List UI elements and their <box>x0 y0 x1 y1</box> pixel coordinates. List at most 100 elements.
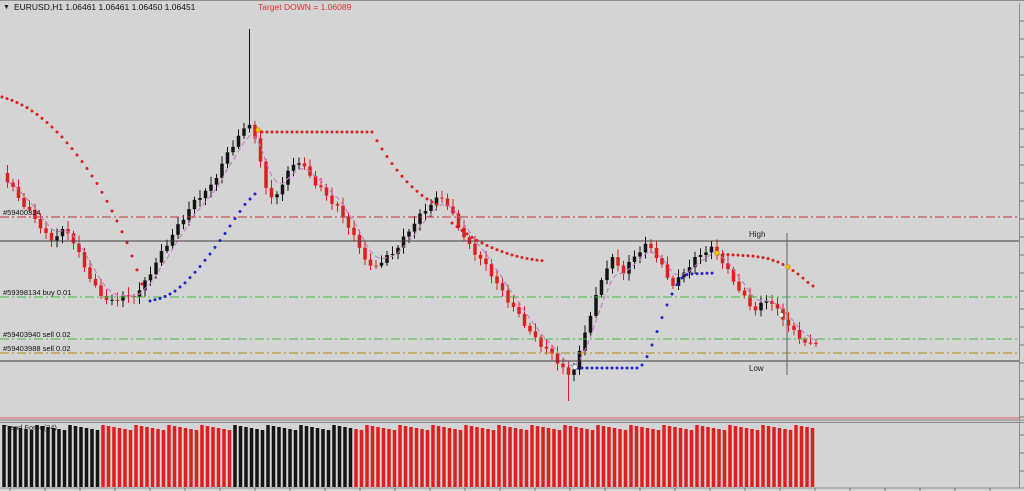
candle <box>731 269 736 282</box>
sar-dot <box>430 200 434 204</box>
histogram-bar <box>464 425 468 487</box>
histogram-bar <box>227 430 232 487</box>
candle <box>38 218 43 229</box>
histogram-bar <box>134 425 138 487</box>
histogram-bar <box>106 426 111 487</box>
candle <box>412 223 417 232</box>
histogram-bar <box>651 429 655 487</box>
candle <box>511 302 516 308</box>
histogram-bar <box>343 427 347 487</box>
signal-dot <box>714 250 720 256</box>
order-line-label-0[interactable]: #59400324 <box>3 208 41 217</box>
sar-dot <box>705 271 709 275</box>
histogram-bar <box>233 425 237 487</box>
candle <box>77 243 81 253</box>
candle <box>242 128 246 136</box>
candle <box>775 303 780 309</box>
histogram-bar <box>728 425 732 487</box>
candle <box>66 229 70 234</box>
histogram-bar <box>35 425 39 487</box>
sar-dot <box>265 130 269 134</box>
histogram-bar <box>189 429 193 487</box>
ma-line <box>7 135 817 367</box>
candle <box>506 290 510 303</box>
sar-dot <box>650 343 654 347</box>
sar-dot <box>148 299 152 303</box>
candle <box>616 257 620 266</box>
candle <box>170 234 175 246</box>
sar-dot <box>135 268 139 272</box>
candle <box>418 213 422 224</box>
histogram-bar <box>695 425 699 487</box>
candle <box>253 124 257 139</box>
sar-dot <box>130 254 134 258</box>
sar-dot <box>450 221 454 225</box>
histogram-bar <box>288 429 292 487</box>
candle <box>220 163 224 178</box>
sar-dot <box>811 284 815 288</box>
candle <box>638 252 642 257</box>
candle <box>643 243 648 253</box>
sar-dot <box>415 189 419 193</box>
histogram-bar <box>222 429 226 487</box>
sar-dot <box>530 257 534 261</box>
candle <box>346 216 351 228</box>
candle <box>522 313 527 326</box>
histogram-bar <box>24 429 28 487</box>
histogram-bar <box>403 426 408 487</box>
sar-dot <box>35 112 39 116</box>
sar-dot <box>710 271 714 275</box>
sar-dot <box>465 232 469 236</box>
order-line-label-3[interactable]: #59403988 sell 0.02 <box>3 344 71 353</box>
sar-dot <box>675 283 679 287</box>
candle <box>198 198 202 200</box>
histogram-bar <box>255 429 259 487</box>
sar-dot <box>173 289 177 293</box>
candle <box>49 232 54 241</box>
sar-dot <box>380 147 384 151</box>
histogram-bar <box>359 430 364 487</box>
sar-dot <box>721 252 725 256</box>
sar-dot <box>15 101 19 104</box>
sar-dot <box>80 160 84 164</box>
sar-dot <box>385 155 389 158</box>
histogram-bar <box>799 426 804 487</box>
sar-dot <box>238 210 242 213</box>
symbol-dropdown-icon[interactable]: ▼ <box>3 4 10 11</box>
sar-dot <box>355 130 359 134</box>
histogram-bar <box>337 426 342 487</box>
histogram-bar <box>244 427 248 487</box>
candle <box>247 124 252 129</box>
histogram-bar <box>172 426 177 487</box>
histogram-bar <box>788 430 793 487</box>
histogram-bar <box>354 429 358 487</box>
histogram-bar <box>79 427 83 487</box>
candle <box>440 197 444 199</box>
candle <box>808 342 813 344</box>
sar-dot <box>65 141 69 145</box>
candle <box>429 204 433 211</box>
histogram-bar <box>57 429 61 487</box>
sar-dot <box>163 295 167 298</box>
histogram-bar <box>150 428 155 487</box>
sar-dot <box>10 98 14 102</box>
order-line-label-1[interactable]: #59398134 buy 0.01 <box>3 288 72 297</box>
order-line-label-2[interactable]: #59403940 sell 0.02 <box>3 330 71 339</box>
sar-dot <box>208 252 212 256</box>
candle <box>192 199 197 210</box>
sar-dot <box>100 190 104 194</box>
sar-dot <box>218 239 222 243</box>
histogram-bar <box>321 429 325 487</box>
candle <box>187 209 191 220</box>
sar-dot <box>213 245 217 249</box>
sar-dot <box>435 203 439 206</box>
sar-dot <box>243 202 247 206</box>
candle <box>16 186 21 198</box>
candle <box>632 256 637 262</box>
candle <box>660 258 664 265</box>
pane-separator[interactable] <box>0 420 1024 423</box>
sar-dot <box>193 270 197 274</box>
histogram-bar <box>557 430 562 487</box>
sar-dot <box>625 366 629 370</box>
